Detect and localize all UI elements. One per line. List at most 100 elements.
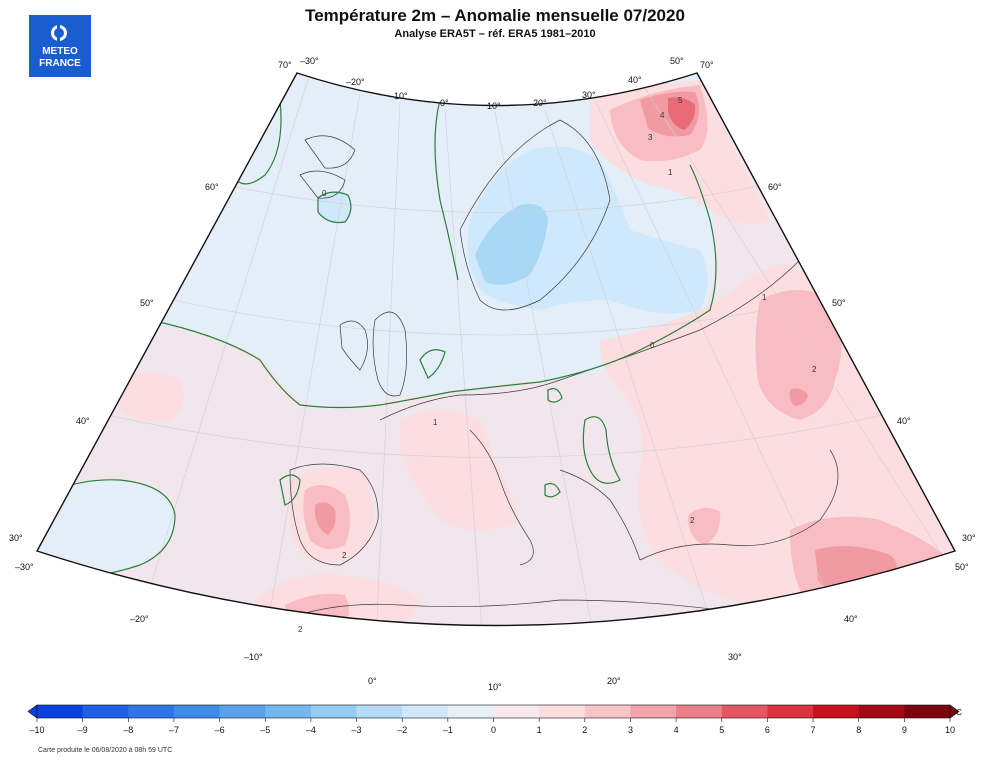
colorbar-tick-label: 9 bbox=[902, 725, 907, 735]
colorbar-tick-label: –10 bbox=[29, 725, 44, 735]
colorbar-tick-label: –8 bbox=[123, 725, 133, 735]
warm-peak-iberia bbox=[315, 502, 336, 535]
contour-label: 1 bbox=[762, 293, 767, 302]
lat-label-left: 60° bbox=[205, 182, 219, 192]
lon-label-top: –10° bbox=[389, 91, 408, 101]
lon-label-bottom: 20° bbox=[607, 676, 621, 686]
lon-label-bottom: 0° bbox=[368, 676, 377, 686]
colorbar-tick-label: 4 bbox=[674, 725, 679, 735]
colorbar-swatch bbox=[447, 705, 494, 718]
colorbar-swatch bbox=[630, 705, 677, 718]
colorbar-tick-label: –9 bbox=[78, 725, 88, 735]
colorbar-swatch bbox=[265, 705, 312, 718]
contour-label: 0 bbox=[650, 341, 655, 350]
contour-label: 1 bbox=[668, 168, 673, 177]
lon-label-top: –30° bbox=[300, 56, 319, 66]
lon-label-top: 40° bbox=[628, 75, 642, 85]
colorbar-swatch bbox=[493, 705, 540, 718]
colorbar-swatch bbox=[82, 705, 129, 718]
colorbar-tick-label: –2 bbox=[397, 725, 407, 735]
colorbar-tick-label: –3 bbox=[352, 725, 362, 735]
colorbar-unit: °C bbox=[953, 708, 962, 717]
map-title: Température 2m – Anomalie mensuelle 07/2… bbox=[305, 6, 685, 25]
colorbar-tick-label: –6 bbox=[215, 725, 225, 735]
cool-core-sweden bbox=[475, 204, 548, 285]
lon-label-bottom: 40° bbox=[844, 614, 858, 624]
colorbar-swatch bbox=[310, 705, 357, 718]
zero-contours bbox=[39, 99, 717, 577]
contour-label: 5 bbox=[678, 96, 683, 105]
lat-label-left: 30° bbox=[9, 533, 23, 543]
cool-island-iceland bbox=[318, 192, 351, 223]
colorbar-swatch bbox=[539, 705, 586, 718]
colorbar-swatch bbox=[584, 705, 631, 718]
lat-label-right: 70° bbox=[700, 60, 714, 70]
lat-label-right: 30° bbox=[962, 533, 976, 543]
logo-line-2: FRANCE bbox=[39, 58, 81, 69]
contour-label: 0 bbox=[322, 189, 327, 198]
colorbar-tick-label: 7 bbox=[811, 725, 816, 735]
colorbar-swatch bbox=[904, 705, 951, 718]
colorbar-swatch bbox=[37, 705, 83, 718]
lon-label-top: 50° bbox=[670, 56, 684, 66]
contour-labels: 0 0 1 1 1 2 2 2 2 3 4 5 bbox=[298, 96, 817, 634]
meteo-france-logo: METEO FRANCE bbox=[29, 15, 91, 77]
longitude-labels: –30° –20° –10° 0° 10° 20° 30° 40° 50° –3… bbox=[15, 56, 969, 692]
lon-label-top: –20° bbox=[346, 77, 365, 87]
colorbar-swatch bbox=[402, 705, 449, 718]
lat-label-left: 50° bbox=[140, 298, 154, 308]
map-frame bbox=[35, 72, 957, 627]
colorbar-swatch bbox=[676, 705, 723, 718]
lon-label-bottom: –10° bbox=[244, 652, 263, 662]
lon-label-top: 10° bbox=[487, 101, 501, 111]
latitude-labels: 70° 60° 50° 40° 30° 70° 60° 50° 40° 30° bbox=[9, 60, 976, 543]
cool-core-finland bbox=[569, 191, 627, 249]
lat-label-right: 40° bbox=[897, 416, 911, 426]
lat-label-right: 50° bbox=[832, 298, 846, 308]
colorbar-tick-label: 3 bbox=[628, 725, 633, 735]
colorbar-tick-label: –7 bbox=[169, 725, 179, 735]
colorbar-tick-label: 0 bbox=[491, 725, 496, 735]
colorbar-swatch bbox=[128, 705, 175, 718]
colorbar-min-arrow bbox=[27, 704, 38, 719]
colorbar-tick-label: –5 bbox=[260, 725, 270, 735]
contour-label: 2 bbox=[342, 551, 347, 560]
lon-label-bottom: –20° bbox=[130, 614, 149, 624]
contour-label: 3 bbox=[648, 133, 653, 142]
lon-label-bottom: –30° bbox=[15, 562, 34, 572]
colorbar-tick-label: 6 bbox=[765, 725, 770, 735]
warm-core-turkey bbox=[688, 507, 721, 545]
lon-label-bottom: 50° bbox=[955, 562, 969, 572]
lat-label-left: 70° bbox=[278, 60, 292, 70]
contour-label: 2 bbox=[812, 365, 817, 374]
warm-core-russia bbox=[755, 290, 842, 420]
logo-line-1: METEO bbox=[42, 46, 78, 57]
production-note: Carte produite le 06/08/2020 à 08h 59 UT… bbox=[38, 747, 173, 754]
lon-label-bottom: 10° bbox=[488, 682, 502, 692]
lat-label-left: 40° bbox=[76, 416, 90, 426]
colorbar-tick-label: 5 bbox=[719, 725, 724, 735]
cold-anomaly-region-southwest bbox=[40, 479, 175, 576]
colorbar-tick-label: 2 bbox=[582, 725, 587, 735]
colorbar: –10 –9 –8 –7 –6 –5 –4 –3 –2 –1 0 1 2 3 4 5 6 7 8 9 10 bbox=[27, 704, 960, 735]
lon-label-top: 30° bbox=[582, 90, 596, 100]
colorbar-tick-label: 10 bbox=[945, 725, 955, 735]
warm-region-central-europe bbox=[400, 410, 520, 530]
warm-peak-russia bbox=[789, 388, 808, 406]
lon-label-top: 0° bbox=[440, 98, 449, 108]
colorbar-tick-label: –4 bbox=[306, 725, 316, 735]
contour-label: 4 bbox=[660, 111, 665, 120]
colorbar-swatch bbox=[813, 705, 859, 718]
colorbar-tick-label: 8 bbox=[856, 725, 861, 735]
contour-label: 2 bbox=[690, 516, 695, 525]
colorbar-swatch bbox=[356, 705, 403, 718]
lon-label-bottom: 30° bbox=[728, 652, 742, 662]
colorbar-swatch bbox=[173, 705, 220, 718]
colorbar-tick-label: –1 bbox=[443, 725, 453, 735]
meteo-france-logo-icon bbox=[51, 25, 67, 41]
contour-label: 2 bbox=[298, 625, 303, 634]
colorbar-swatch bbox=[219, 705, 266, 718]
warm-region-atlantic bbox=[120, 372, 184, 422]
colorbar-tick-label: 1 bbox=[537, 725, 542, 735]
